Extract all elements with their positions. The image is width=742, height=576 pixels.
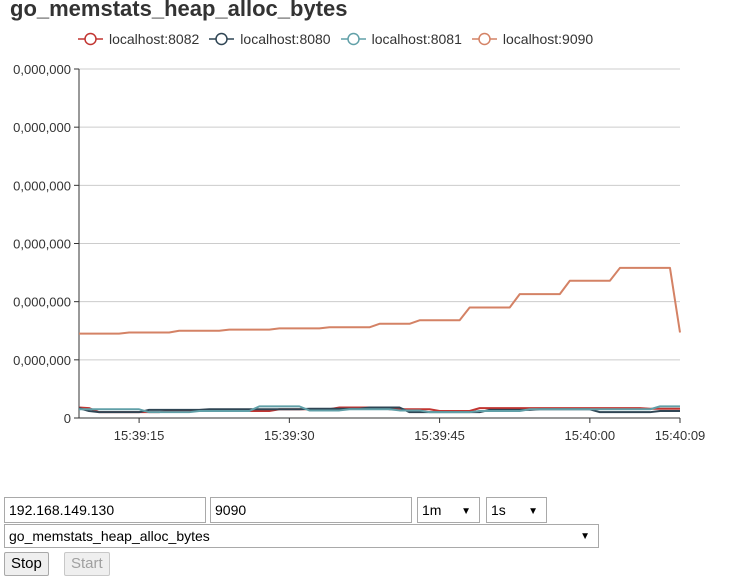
legend-item-8081[interactable]: localhost:8081 (340, 31, 462, 47)
series-line-3 (79, 266, 681, 335)
stop-button[interactable]: Stop (4, 552, 49, 576)
legend-label: localhost:8081 (371, 31, 462, 47)
legend-marker-icon (78, 32, 103, 46)
chart-title: go_memstats_heap_alloc_bytes (10, 0, 348, 21)
port-input[interactable]: 9090 (210, 497, 412, 523)
legend-item-9090[interactable]: localhost:9090 (471, 31, 594, 47)
legend-marker-icon (340, 32, 366, 46)
metric-select[interactable]: go_memstats_heap_alloc_bytes ▼ (4, 524, 599, 548)
legend-item-8082[interactable]: localhost:8082 (78, 31, 199, 47)
metric-value: go_memstats_heap_alloc_bytes (9, 528, 210, 544)
y-tick-label: 0,000,000 (13, 295, 71, 310)
legend: localhost:8082 localhost:8080 localhost:… (78, 30, 603, 48)
host-input[interactable]: 192.168.149.130 (4, 497, 206, 523)
y-tick-label: 0,000,000 (13, 62, 71, 77)
range-value: 1m (422, 502, 442, 518)
y-tick-label: 0,000,000 (13, 120, 71, 135)
legend-label: localhost:8082 (109, 31, 200, 47)
x-tick-label: 15:40:09 (655, 428, 706, 443)
x-tick-label: 15:39:15 (114, 428, 165, 443)
y-tick-label: 0,000,000 (13, 178, 71, 193)
x-tick-label: 15:39:45 (414, 428, 465, 443)
start-button[interactable]: Start (64, 552, 110, 576)
x-tick-label: 15:39:30 (264, 428, 315, 443)
series-line-2 (79, 405, 680, 414)
legend-label: localhost:8080 (240, 31, 331, 47)
line-chart: 0 0,000,000 0,000,000 0,000,000 0,000,000 0,0… (13, 62, 706, 443)
x-tick-label: 15:40:00 (565, 428, 616, 443)
y-tick-label: 0,000,000 (13, 353, 71, 368)
legend-marker-icon (471, 32, 497, 46)
range-select[interactable]: 1m ▼ (417, 497, 480, 523)
legend-label: localhost:9090 (502, 31, 594, 47)
y-tick-label: 0 (64, 411, 71, 426)
triangle-down-icon: ▼ (580, 531, 590, 542)
triangle-down-icon: ▼ (461, 506, 471, 517)
triangle-down-icon: ▼ (528, 506, 538, 517)
step-select[interactable]: 1s ▼ (486, 497, 547, 523)
legend-item-8080[interactable]: localhost:8080 (209, 31, 331, 47)
step-value: 1s (491, 502, 506, 518)
legend-marker-icon (209, 32, 235, 46)
y-tick-label: 0,000,000 (13, 237, 71, 252)
